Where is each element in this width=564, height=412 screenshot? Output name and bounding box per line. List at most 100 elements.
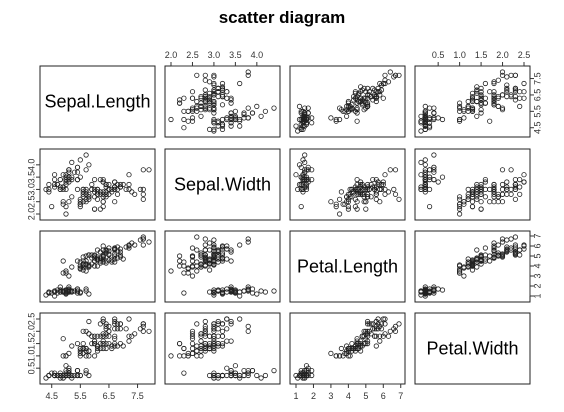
point-r4-c2-105 [211, 323, 217, 329]
point-r4-c1-78 [112, 336, 118, 342]
point-r2-c4-42 [426, 204, 433, 210]
point-r3-c1-25 [57, 284, 63, 290]
point-r1-c4-37 [422, 108, 428, 114]
point-r1-c4-125 [504, 89, 510, 95]
point-r3-c1-23 [51, 293, 58, 299]
point-r2-c1-118 [140, 167, 146, 173]
point-r2-c1-11 [74, 169, 81, 175]
point-r2-c1-99 [66, 199, 72, 205]
point-r4-c1-86 [92, 338, 98, 344]
point-r4-c1-101 [100, 316, 106, 322]
point-r4-c2-84 [198, 338, 204, 344]
point-r4-c2-119 [194, 321, 200, 327]
point-r1-c2-146 [211, 89, 217, 95]
point-r2-c4-125 [504, 179, 510, 185]
point-r1-c3-44 [303, 116, 310, 123]
point-r1-c4-45 [431, 115, 437, 121]
point-r4-c3-145 [375, 316, 381, 322]
point-r1-c2-7 [228, 123, 234, 129]
point-r2-c4-17 [431, 164, 437, 170]
point-r2-c1-49 [72, 169, 78, 175]
variable-label-petal-width: Petal.Width [426, 339, 518, 359]
point-r2-c3-41 [298, 174, 304, 180]
point-r4-c3-62 [349, 340, 355, 347]
point-r2-c1-122 [80, 191, 86, 197]
point-r1-c4-15 [422, 103, 428, 110]
point-r2-c3-108 [385, 189, 392, 195]
point-r1-c3-66 [352, 89, 358, 95]
point-r2-c3-25 [309, 177, 315, 183]
point-r3-c1-45 [66, 284, 72, 290]
point-r4-c2-115 [202, 318, 208, 325]
tick-label-bottom-petal-length-4: 4 [346, 391, 351, 401]
point-r1-c2-76 [211, 90, 217, 96]
point-r1-c4-62 [478, 102, 484, 108]
point-r4-c2-147 [189, 331, 196, 337]
point-r4-c3-65 [338, 345, 344, 352]
point-r2-c3-149 [370, 177, 376, 183]
point-r4-c2-138 [215, 333, 221, 339]
point-r2-c3-48 [300, 181, 306, 188]
point-r4-c2-16 [271, 367, 277, 374]
point-r3-c1-16 [83, 288, 89, 294]
point-r4-c2-99 [189, 350, 196, 356]
point-r2-c3-100 [347, 191, 353, 197]
point-r3-c4-109 [491, 245, 497, 251]
point-r1-c2-150 [211, 102, 217, 108]
point-r3-c2-69 [177, 258, 183, 264]
point-r4-c3-107 [354, 336, 360, 342]
point-r4-c2-48 [219, 372, 226, 379]
point-r1-c2-16 [271, 105, 277, 111]
point-r4-c3-99 [328, 350, 334, 356]
point-r1-c4-91 [465, 108, 471, 114]
point-r3-c1-75 [103, 260, 109, 266]
point-r1-c2-11 [241, 110, 247, 116]
point-r2-c1-88 [100, 204, 106, 210]
point-r3-c2-108 [207, 240, 213, 246]
point-r3-c1-148 [106, 251, 112, 257]
point-r4-c1-19 [83, 370, 89, 376]
point-r1-c4-19 [426, 105, 433, 111]
point-r3-c2-44 [232, 287, 238, 293]
point-r1-c4-141 [517, 89, 523, 95]
panel-frame-r1-c3 [289, 65, 406, 138]
point-r2-c1-147 [100, 199, 106, 205]
point-r2-c1-44 [63, 174, 69, 180]
point-r4-c2-94 [181, 353, 187, 359]
point-r2-c1-106 [137, 186, 143, 192]
point-r4-c3-101 [380, 316, 386, 322]
point-r2-c3-45 [309, 167, 315, 173]
point-r1-c2-44 [232, 116, 238, 123]
point-r1-c4-114 [499, 105, 506, 111]
point-r3-c4-24 [435, 286, 441, 292]
point-r2-c3-36 [296, 181, 303, 188]
point-r1-c2-35 [215, 118, 221, 124]
point-r3-c2-109 [189, 245, 196, 251]
point-r3-c2-49 [241, 288, 247, 294]
point-r1-c4-75 [469, 94, 476, 100]
point-r2-c4-94 [456, 204, 463, 210]
point-r2-c3-107 [354, 199, 360, 205]
tick-label-right-petal-length-4: 4 [532, 263, 542, 268]
point-r1-c3-46 [300, 120, 306, 126]
point-r4-c1-87 [112, 340, 118, 347]
point-r3-c4-139 [491, 255, 497, 261]
point-r1-c2-127 [202, 97, 208, 103]
point-r1-c4-110 [521, 80, 527, 87]
point-r2-c1-17 [74, 164, 81, 170]
tick-label-right-petal-length-1: 1 [532, 293, 542, 298]
point-r2-c3-133 [373, 191, 379, 197]
point-r2-c1-86 [92, 177, 98, 183]
point-r2-c1-15 [86, 162, 92, 168]
point-r4-c1-146 [112, 321, 118, 327]
point-r1-c4-67 [478, 107, 484, 113]
tick-label-left-petal-width-5: 2.5 [26, 313, 36, 326]
point-r3-c2-132 [245, 239, 251, 245]
point-r4-c3-134 [364, 340, 371, 347]
point-r3-c1-147 [100, 253, 106, 259]
point-r1-c4-16 [431, 105, 437, 111]
point-r3-c2-145 [224, 246, 230, 252]
point-r4-c2-143 [198, 331, 204, 337]
point-r2-c4-34 [422, 157, 428, 163]
point-r2-c4-115 [517, 191, 523, 197]
